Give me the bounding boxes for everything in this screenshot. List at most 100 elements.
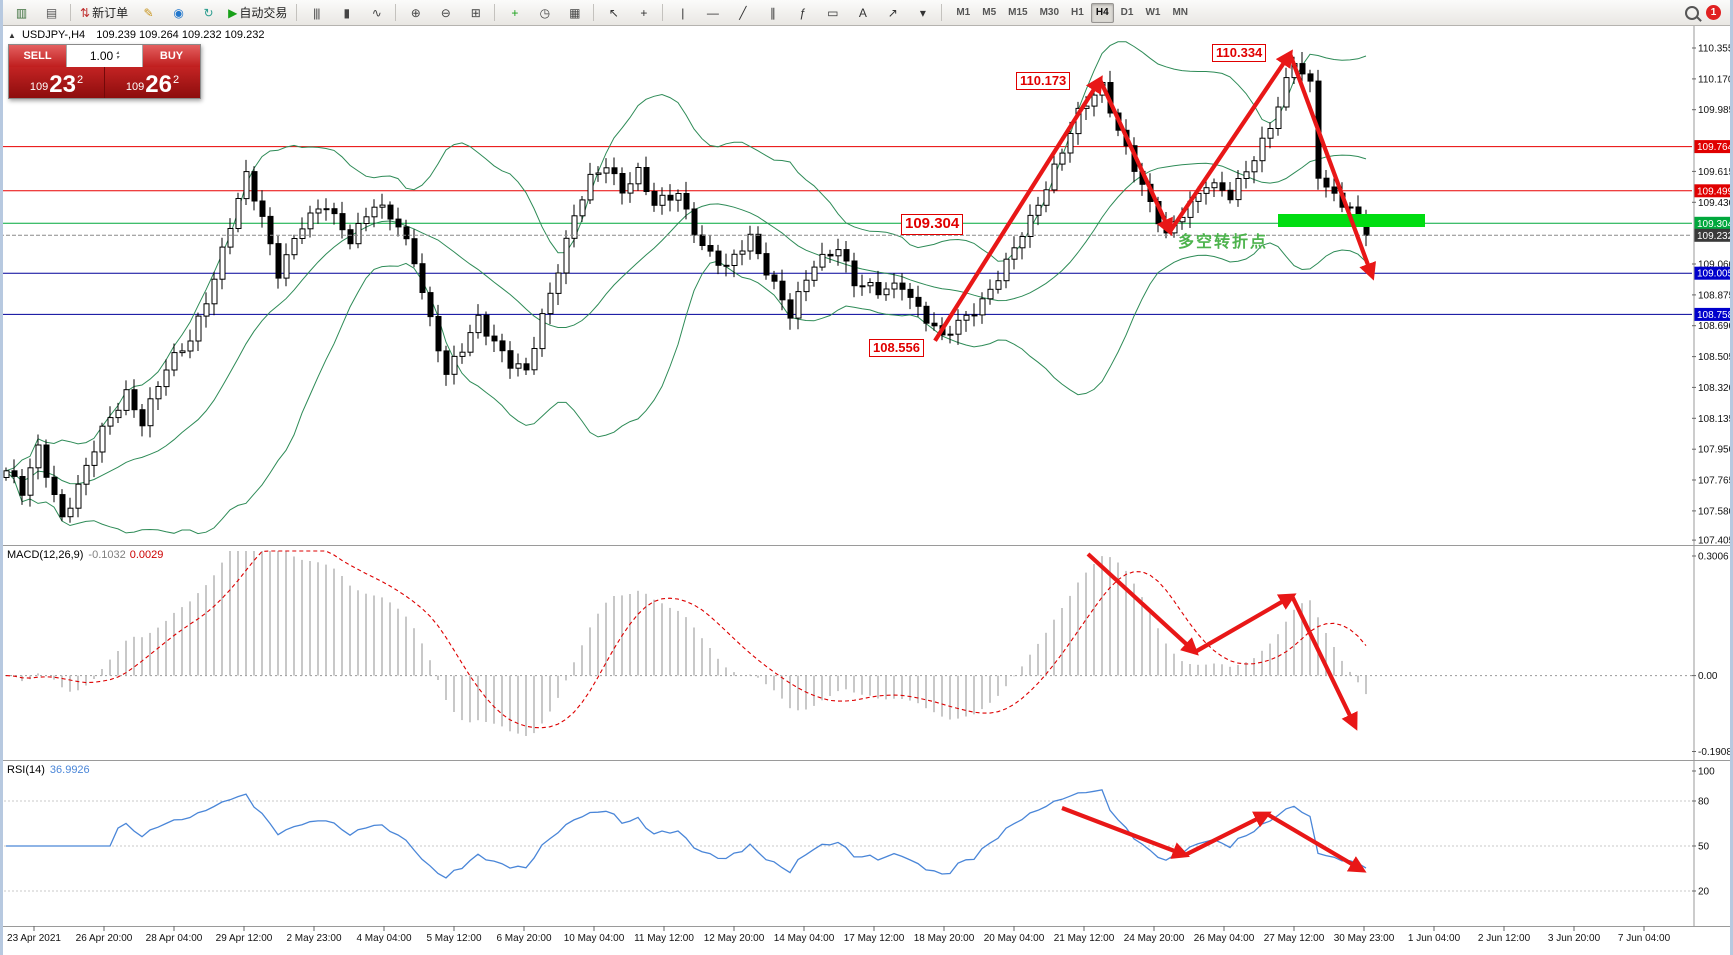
time-label: 6 May 20:00 [496,933,551,944]
new-order-button[interactable]: ⇅ 新订单 [76,2,132,24]
price-badge-109.499 [1694,184,1733,198]
stepper-up-icon[interactable]: ▴ [116,50,120,56]
zoom-in-icon: ⊕ [410,5,421,20]
rsi-axis-label: 100 [1698,767,1715,778]
bb-lower [5,242,1367,535]
timeframe-d1[interactable]: D1 [1120,7,1134,18]
timeframe-m15[interactable]: M15 [1008,7,1028,18]
cursor-button[interactable]: ↖ [599,2,627,24]
search-icon[interactable] [1685,5,1699,20]
more-tools-button[interactable]: ▾ [908,2,936,24]
trend-arrow-chart[interactable] [1168,49,1293,233]
bb-upper [5,41,1367,472]
metaeditor-button[interactable]: ✎ [134,2,162,24]
new-chart-icon: ▥ [15,5,27,20]
bar-chart-button[interactable]: ||| [302,2,330,24]
time-label: 3 Jun 20:00 [1548,933,1601,944]
toolbar-buttons: ▥ ▤ ⇅ 新订单 ✎ ◉ ↻ ▶ 自动交易 ||| ▮ ∿ ⊕ ⊖ ⊞ + ◷ ▦ ↖ + | — ╱ ∥ ƒ ▭ A ↗ ▾ [6,2,946,24]
rsi-axis-label: 80 [1698,797,1710,808]
timeframe-mn[interactable]: MN [1172,7,1188,18]
price-badge-text: 109.304 [1697,219,1733,230]
indicators-button[interactable]: + [500,2,528,24]
chart-canvas[interactable]: 110.355 110.170 109.985 109.615 109.430 109.0… [0,24,1733,955]
timeframe-m30[interactable]: M30 [1039,7,1060,18]
lot-size-value: 1.00 [89,49,114,63]
time-label: 27 May 12:00 [1264,933,1325,944]
bid-pip-digit: 2 [76,74,84,86]
community-button[interactable]: ◉ [164,2,192,24]
periods-button[interactable]: ◷ [530,2,558,24]
trendline-button[interactable]: ╱ [728,2,756,24]
hline-button[interactable]: — [698,2,726,24]
stepper-down-icon[interactable]: ▾ [116,55,120,61]
vline-button[interactable]: | [668,2,696,24]
trend-arrow-rsi[interactable] [1184,811,1272,857]
trend-arrow-macd[interactable] [1086,552,1199,656]
notification-badge[interactable]: 1 [1706,5,1721,20]
channel-button[interactable]: ∥ [758,2,786,24]
time-label: 11 May 12:00 [634,933,694,944]
crosshair-button[interactable]: + [629,2,657,24]
price-badge-text: 109.764 [1697,142,1733,153]
zoom-out-button[interactable]: ⊖ [431,2,459,24]
shapes-icon: ▭ [827,5,838,20]
timeframe-h4[interactable]: H4 [1090,2,1114,23]
auto-trading-icon: ▶ [228,5,237,20]
rsi-value: 36.9926 [49,764,90,776]
bid-big-digits: 23 [49,71,76,98]
bid-price[interactable]: 109 23 2 [9,67,105,98]
line-chart-button[interactable]: ∿ [362,2,390,24]
trend-arrow-rsi[interactable] [1265,812,1367,873]
timeframe-m5[interactable]: M5 [982,7,997,18]
collapse-toggle[interactable]: ▲ [8,31,16,40]
metaeditor-icon: ✎ [143,5,154,20]
crosshair-icon: + [640,5,647,20]
toolbar: ▥ ▤ ⇅ 新订单 ✎ ◉ ↻ ▶ 自动交易 ||| ▮ ∿ ⊕ ⊖ ⊞ + ◷ ▦ ↖ + | — ╱ ∥ ƒ ▭ A ↗ ▾ M1 M… [0,0,1733,26]
timeframe-h1[interactable]: H1 [1071,7,1084,18]
trend-arrow-chart[interactable] [933,75,1103,342]
auto-trading-button[interactable]: ▶ 自动交易 [224,2,291,24]
symbol-title: USDJPY-,H4 [21,29,86,41]
trend-arrow-chart[interactable] [1288,53,1376,281]
templates-button[interactable]: ▦ [560,2,588,24]
toolbar-separator [70,4,71,21]
new-chart-button[interactable]: ▥ [7,2,35,24]
macd-histogram [13,551,1367,736]
time-label: 20 May 04:00 [984,933,1045,944]
time-label: 14 May 04:00 [774,933,835,944]
time-label: 26 Apr 20:00 [76,933,133,944]
new-order-icon: ⇅ [80,5,90,20]
auto-trading-label: 自动交易 [239,6,288,20]
lot-size-field[interactable]: 1.00 ▴ ▾ [66,45,143,67]
trend-arrow-macd[interactable] [1193,593,1297,654]
toolbar-separator [593,4,595,21]
trend-arrow-chart[interactable] [1098,78,1173,237]
profiles-button[interactable]: ▤ [37,2,65,24]
arrows-button[interactable]: ↗ [878,2,906,24]
candles [3,52,1370,523]
time-label: 23 Apr 2021 [7,933,61,944]
fibonacci-button[interactable]: ƒ [788,2,816,24]
ask-price[interactable]: 109 26 2 [105,67,200,98]
price-badge-109.005 [1694,266,1733,280]
trend-arrow-macd[interactable] [1290,595,1358,731]
refresh-button[interactable]: ↻ [194,2,222,24]
buy-button[interactable]: BUY [143,45,200,67]
shapes-button[interactable]: ▭ [818,2,846,24]
cursor-icon: ↖ [608,5,619,20]
channel-icon: ∥ [769,5,776,20]
community-icon: ◉ [173,5,184,20]
sell-button[interactable]: SELL [9,45,66,67]
more-tools-icon: ▾ [919,5,926,20]
trend-arrow-rsi[interactable] [1061,806,1190,859]
timeframe-w1[interactable]: W1 [1145,7,1161,18]
time-label: 2 May 23:00 [286,933,341,944]
profiles-icon: ▤ [45,5,57,20]
candle-chart-button[interactable]: ▮ [332,2,360,24]
zoom-in-button[interactable]: ⊕ [401,2,429,24]
text-button[interactable]: A [848,2,876,24]
price-badge-109.232 [1694,228,1733,242]
tile-windows-button[interactable]: ⊞ [461,2,489,24]
timeframe-m1[interactable]: M1 [956,7,971,18]
lot-stepper[interactable]: ▴ ▾ [116,50,120,61]
